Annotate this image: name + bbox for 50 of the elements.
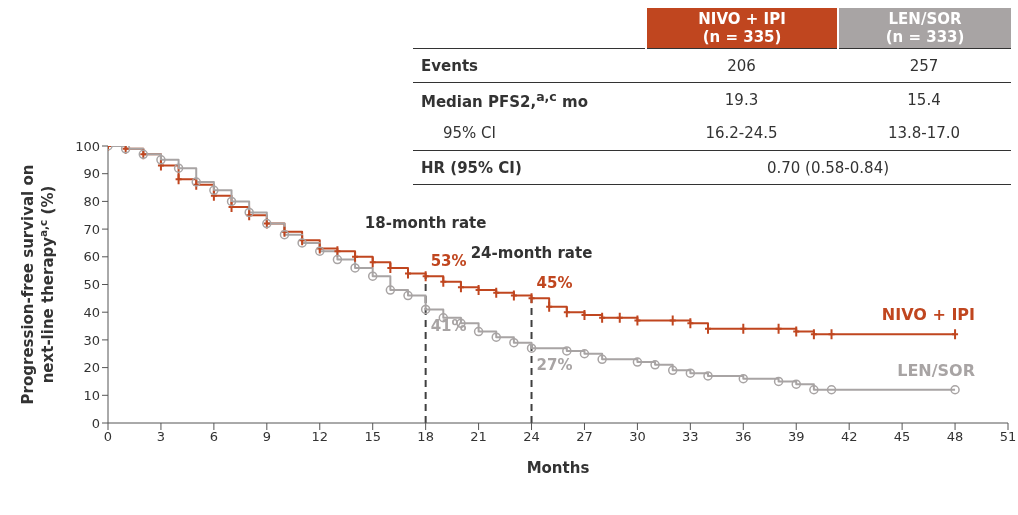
text: 16.2-24.5 xyxy=(704,123,779,145)
annotation: 27% xyxy=(536,356,573,375)
x-tick-label: 36 xyxy=(735,429,752,445)
y-tick-label: 80 xyxy=(83,194,100,210)
x-tick-label: 0 xyxy=(103,429,113,445)
x-tick-label: 51 xyxy=(999,429,1017,445)
y-tick-label: 90 xyxy=(83,166,100,182)
x-tick-label: 18 xyxy=(417,429,434,445)
y-tick-label: 40 xyxy=(83,304,100,320)
ref-line-label: 24-month rate xyxy=(470,244,593,263)
series-label: LEN/SOR xyxy=(897,360,976,380)
x-tick-label: 12 xyxy=(311,429,329,445)
x-tick-label: 15 xyxy=(364,429,381,445)
text: LEN/SOR (n = 333) xyxy=(838,8,1011,49)
y-tick-label: 100 xyxy=(75,138,100,154)
x-tick-label: 27 xyxy=(576,429,593,445)
text: 15.4 xyxy=(906,89,942,111)
text: 13.8-17.0 xyxy=(886,123,962,145)
x-tick-label: 42 xyxy=(840,429,858,445)
series-label: NIVO + IPI xyxy=(881,305,976,325)
x-axis-title: Months xyxy=(526,459,590,477)
y-tick-label: 0 xyxy=(91,415,100,431)
y-tick-label: 50 xyxy=(83,277,100,293)
x-tick-label: 9 xyxy=(262,429,271,445)
y-tick-label: 60 xyxy=(83,249,100,265)
text: 257 xyxy=(908,55,940,77)
text: 19.3 xyxy=(723,89,760,111)
x-tick-label: 30 xyxy=(629,429,646,445)
x-tick-label: 45 xyxy=(893,429,911,445)
x-tick-label: 6 xyxy=(209,429,219,445)
text: Median PFS2,$^{a,c}$ mo xyxy=(420,87,589,113)
y-tick-label: 10 xyxy=(83,387,100,403)
x-tick-label: 24 xyxy=(523,429,540,445)
text: 206 xyxy=(726,55,757,77)
x-tick-label: 33 xyxy=(682,429,699,445)
text: 95% CI xyxy=(442,123,497,145)
text: Events xyxy=(420,55,479,77)
x-tick-label: 48 xyxy=(946,429,964,445)
ref-line-label: 18-month rate xyxy=(364,214,487,233)
annotation: 53% xyxy=(430,252,467,271)
annotation: 45% xyxy=(536,274,573,293)
annotation: 0.70 (0.58-0.84) xyxy=(765,157,891,179)
x-tick-label: 21 xyxy=(470,429,487,445)
x-tick-label: 3 xyxy=(156,429,166,445)
y-tick-label: 70 xyxy=(83,221,100,237)
x-tick-label: 39 xyxy=(787,429,805,445)
y-tick-label: 20 xyxy=(83,360,100,376)
y-tick-label: 30 xyxy=(83,332,100,348)
annotation: HR (95% CI) xyxy=(420,157,523,179)
text: NIVO + IPI (n = 335) xyxy=(646,8,839,49)
